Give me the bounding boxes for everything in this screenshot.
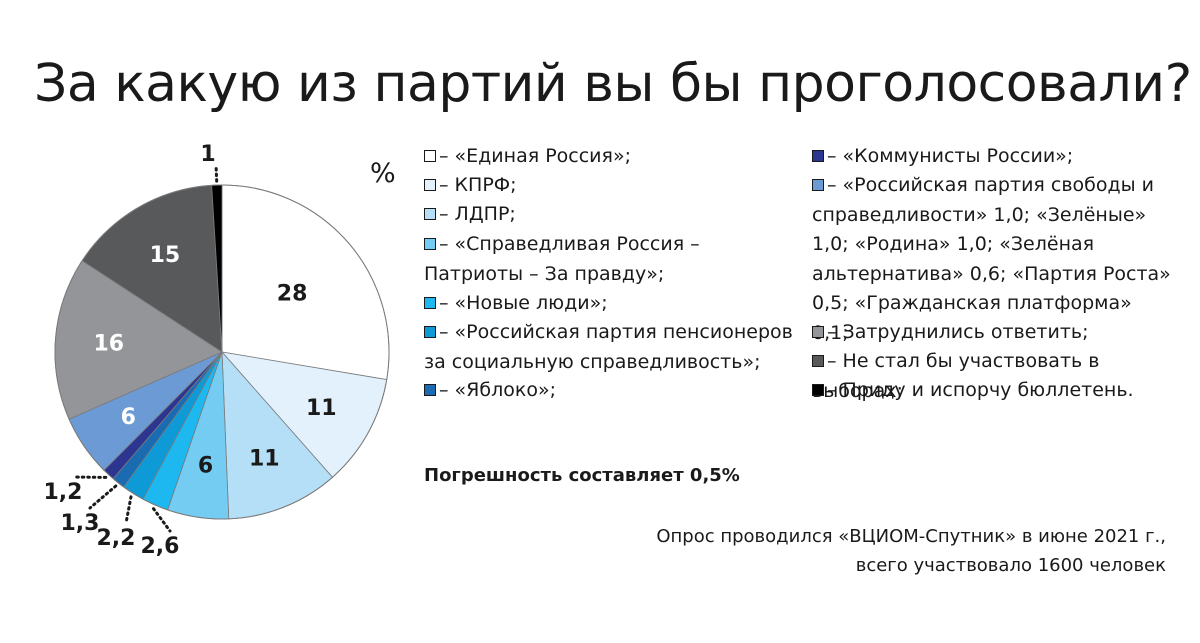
legend-item: – Затруднились ответить; bbox=[812, 318, 1172, 348]
legend-text: – ЛДПР; bbox=[439, 203, 516, 225]
legend-text: – Затруднились ответить; bbox=[827, 321, 1089, 343]
callout-label: 1 bbox=[200, 142, 215, 167]
legend-swatch bbox=[812, 355, 824, 367]
legend-item: – Приду и испорчу бюллетень. bbox=[812, 376, 1172, 406]
slice-label: 28 bbox=[277, 282, 308, 307]
legend-swatch bbox=[424, 326, 436, 338]
legend-text: – «Единая Россия»; bbox=[439, 145, 631, 167]
legend-item: – «Российская партия пенсионеров за соци… bbox=[424, 318, 796, 377]
slice-label: 11 bbox=[249, 446, 280, 471]
pie-outline bbox=[54, 184, 390, 520]
legend-item: – «Единая Россия»; bbox=[424, 142, 796, 172]
legend-text: – Не стал бы участвовать в выборах; bbox=[812, 350, 1100, 402]
slice-label: 6 bbox=[121, 405, 136, 430]
legend-swatch bbox=[812, 326, 824, 338]
source-line-1: Опрос проводился «ВЦИОМ-Спутник» в июне … bbox=[656, 526, 1166, 547]
legend-item: – «Справедливая Россия – Патриоты – За п… bbox=[424, 230, 796, 289]
legend-item: – «Яблоко»; bbox=[424, 376, 796, 406]
legend-text: – КПРФ; bbox=[439, 174, 517, 196]
legend-item: – ЛДПР; bbox=[424, 200, 796, 230]
callout-label: 1,2 bbox=[44, 480, 83, 505]
slice-label: 15 bbox=[150, 243, 181, 268]
legend-swatch bbox=[812, 150, 824, 162]
legend-swatch bbox=[424, 208, 436, 220]
legend-text: – «Справедливая Россия – Патриоты – За п… bbox=[424, 233, 700, 285]
slice-label: 11 bbox=[306, 396, 337, 421]
legend-item: – КПРФ; bbox=[424, 171, 796, 201]
legend-swatch bbox=[424, 297, 436, 309]
legend-text: – Приду и испорчу бюллетень. bbox=[827, 379, 1134, 401]
callout-line bbox=[88, 484, 118, 510]
legend-swatch bbox=[812, 179, 824, 191]
legend-text: – «Российская партия пенсионеров за соци… bbox=[424, 321, 793, 373]
legend-swatch bbox=[424, 150, 436, 162]
legend-item: – «Новые люди»; bbox=[424, 289, 796, 319]
legend-swatch bbox=[812, 384, 824, 396]
chart-title: За какую из партий вы бы проголосовали? bbox=[34, 54, 1192, 114]
slice-label: 6 bbox=[198, 453, 213, 478]
callout-line bbox=[214, 163, 219, 183]
callout-line bbox=[124, 495, 133, 525]
callout-label: 2,6 bbox=[141, 534, 180, 559]
legend-text: – «Новые люди»; bbox=[439, 292, 608, 314]
callout-label: 2,2 bbox=[97, 526, 136, 551]
legend-item: – Не стал бы участвовать в выборах; bbox=[812, 347, 1172, 406]
legend-item: – «Российская партия свободы и справедли… bbox=[812, 171, 1172, 348]
source-line-2: всего участвовало 1600 человек bbox=[855, 555, 1166, 576]
slice-label: 16 bbox=[93, 332, 124, 357]
legend-text: – «Коммунисты России»; bbox=[827, 145, 1074, 167]
pie-chart: 28 11 11 6 2,62,21,3 1,2 6 16 15 1 bbox=[44, 142, 390, 559]
callout-label: 1,3 bbox=[61, 511, 100, 536]
unit-label: % bbox=[370, 158, 396, 189]
legend-text: – «Российская партия свободы и справедли… bbox=[812, 174, 1171, 344]
callout-line bbox=[152, 507, 172, 533]
legend-swatch bbox=[424, 238, 436, 250]
legend-swatch bbox=[424, 384, 436, 396]
legend-text: – «Яблоко»; bbox=[439, 379, 556, 401]
legend-swatch bbox=[424, 179, 436, 191]
error-note: Погрешность составляет 0,5% bbox=[424, 465, 740, 486]
source-note: Опрос проводился «ВЦИОМ-Спутник» в июне … bbox=[606, 522, 1166, 580]
legend-item: – «Коммунисты России»; bbox=[812, 142, 1172, 172]
